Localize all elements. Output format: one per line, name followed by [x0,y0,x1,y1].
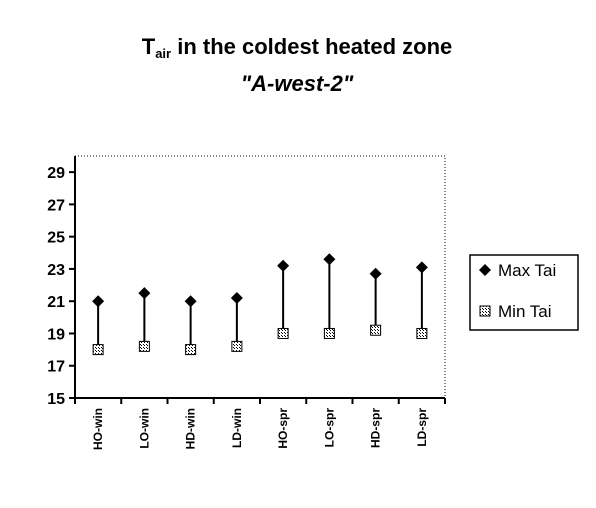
chart-title: Tair in the coldest heated zone [142,34,453,61]
legend-min-marker [479,305,491,317]
x-tick-label: LO-spr [322,408,336,448]
max-tai-point [277,259,290,272]
x-tick-label: HD-win [184,408,198,449]
y-tick-label: 25 [47,230,65,247]
min-tai-point [370,324,382,336]
y-axis-ticks: 15 17 19 21 23 25 27 29 [47,165,75,408]
plot-area-border [74,155,446,399]
min-tai-point [323,327,335,339]
chart-title-rest: in the coldest heated zone [171,34,452,59]
max-tai-point [184,295,197,308]
legend: Max Tai Min Tai [469,254,579,331]
y-tick-label: 27 [47,197,65,214]
max-tai-point [92,295,105,308]
legend-min-label: Min Tai [498,302,552,321]
max-tai-point [369,267,382,280]
x-tick-label: LD-win [230,408,244,448]
legend-max-label: Max Tai [498,261,556,280]
x-tick-label: LO-win [137,408,151,449]
x-tick-label: HD-spr [369,408,383,448]
y-tick-label: 23 [47,262,65,279]
y-tick-label: 15 [47,391,65,408]
chart-subtitle: "A-west-2" [241,71,354,96]
high-low-lines [97,259,423,350]
min-tai-point [277,327,289,339]
y-tick-label: 21 [47,294,65,311]
x-tick-label: HO-win [91,408,105,450]
x-axis-ticks: HO-win LO-win HD-win LD-win HO-spr LO-spr HD-s… [74,398,446,450]
x-tick-label: LD-spr [415,408,429,447]
min-tai-point [416,327,428,339]
min-tai-point [185,344,197,356]
y-tick-label: 19 [47,326,65,343]
max-tai-point [415,261,428,274]
min-tai-point [231,340,243,352]
legend-max-marker [479,264,491,276]
chart-title-subscript: air [155,46,171,61]
series-max-tai [92,253,428,308]
max-tai-point [230,291,243,304]
x-tick-label: HO-spr [276,408,290,449]
min-tai-point [92,344,104,356]
series-min-tai [92,324,428,356]
chart-title-main: T [142,34,156,59]
y-tick-label: 17 [47,359,65,376]
max-tai-point [323,253,336,266]
min-tai-point [138,340,150,352]
max-tai-point [138,287,151,300]
y-tick-label: 29 [47,165,65,182]
